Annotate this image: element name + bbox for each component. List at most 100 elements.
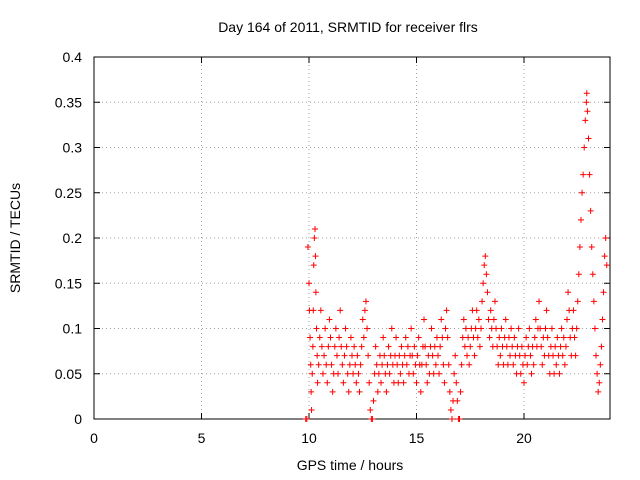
data-point — [332, 325, 339, 332]
data-point — [409, 352, 416, 359]
data-points — [302, 90, 610, 422]
data-point — [343, 343, 350, 350]
data-point — [528, 370, 535, 377]
data-point — [446, 388, 453, 395]
data-point — [486, 334, 493, 341]
data-point — [544, 334, 551, 341]
data-point — [445, 361, 452, 368]
data-point — [550, 352, 557, 359]
data-point — [304, 244, 311, 251]
data-point — [472, 325, 479, 332]
data-point — [339, 361, 346, 368]
data-point — [312, 289, 319, 296]
data-point — [347, 334, 354, 341]
data-point — [495, 361, 502, 368]
data-point — [364, 325, 371, 332]
data-point — [327, 334, 334, 341]
data-point — [352, 361, 359, 368]
data-point — [585, 135, 592, 142]
data-point — [583, 90, 590, 97]
y-axis: 0 0.05 0.1 0.15 0.2 0.25 0.3 0.35 0.4 — [55, 49, 610, 427]
data-point — [588, 244, 595, 251]
data-point — [600, 289, 607, 296]
data-point — [411, 343, 418, 350]
y-tick-label: 0 — [74, 411, 82, 427]
data-point — [355, 370, 362, 377]
data-point — [423, 361, 430, 368]
data-point — [474, 334, 481, 341]
data-point — [522, 352, 529, 359]
data-point — [326, 316, 333, 323]
data-point — [325, 343, 332, 350]
x-axis-label: GPS time / hours — [297, 457, 404, 473]
data-point — [448, 416, 455, 422]
data-point — [531, 334, 538, 341]
data-point — [584, 108, 591, 115]
data-point — [324, 379, 331, 386]
data-point — [508, 325, 515, 332]
data-point — [516, 352, 523, 359]
data-point — [318, 343, 325, 350]
data-point — [384, 361, 391, 368]
data-point — [388, 325, 395, 332]
data-point — [314, 352, 321, 359]
data-point — [597, 361, 604, 368]
data-point — [346, 361, 353, 368]
data-point — [564, 316, 570, 323]
data-point — [396, 352, 403, 359]
data-point — [410, 370, 417, 377]
data-point — [556, 370, 563, 377]
data-point — [548, 325, 555, 332]
x-tick-label: 0 — [90, 430, 98, 446]
data-point — [471, 352, 478, 359]
data-point — [358, 343, 365, 350]
data-point — [413, 379, 420, 386]
data-point — [317, 307, 324, 314]
data-point — [338, 343, 345, 350]
data-point — [431, 343, 438, 350]
data-point — [560, 334, 567, 341]
data-point — [505, 334, 512, 341]
data-point — [342, 325, 349, 332]
data-point — [398, 343, 405, 350]
x-tick-label: 15 — [409, 430, 425, 446]
data-point — [464, 352, 471, 359]
data-point — [403, 361, 410, 368]
data-point — [375, 370, 382, 377]
data-point — [565, 289, 572, 296]
data-point — [433, 334, 440, 341]
y-tick-label: 0.05 — [55, 366, 82, 382]
data-point — [308, 406, 315, 413]
data-point — [485, 316, 492, 323]
data-point — [310, 307, 317, 314]
y-tick-label: 0.2 — [63, 230, 83, 246]
data-point — [356, 388, 363, 395]
data-point — [551, 370, 558, 377]
y-tick-label: 0.25 — [55, 185, 82, 201]
data-point — [461, 343, 468, 350]
data-point — [465, 334, 472, 341]
data-point — [432, 361, 439, 368]
data-point — [353, 379, 360, 386]
data-point — [498, 325, 505, 332]
y-tick-label: 0.3 — [63, 140, 83, 156]
data-point — [404, 343, 411, 350]
data-point — [380, 334, 387, 341]
data-point — [571, 334, 578, 341]
data-point — [369, 416, 376, 422]
data-point — [530, 361, 537, 368]
data-point — [357, 361, 364, 368]
data-point — [594, 370, 601, 377]
data-point — [456, 416, 463, 422]
data-point — [583, 99, 590, 106]
data-point — [361, 307, 368, 314]
data-point — [360, 334, 367, 341]
data-point — [422, 343, 429, 350]
data-point — [603, 262, 610, 269]
data-point — [309, 370, 316, 377]
data-point — [441, 379, 448, 386]
data-point — [417, 388, 424, 395]
data-point — [507, 352, 514, 359]
data-point — [458, 361, 465, 368]
data-point — [478, 325, 484, 332]
